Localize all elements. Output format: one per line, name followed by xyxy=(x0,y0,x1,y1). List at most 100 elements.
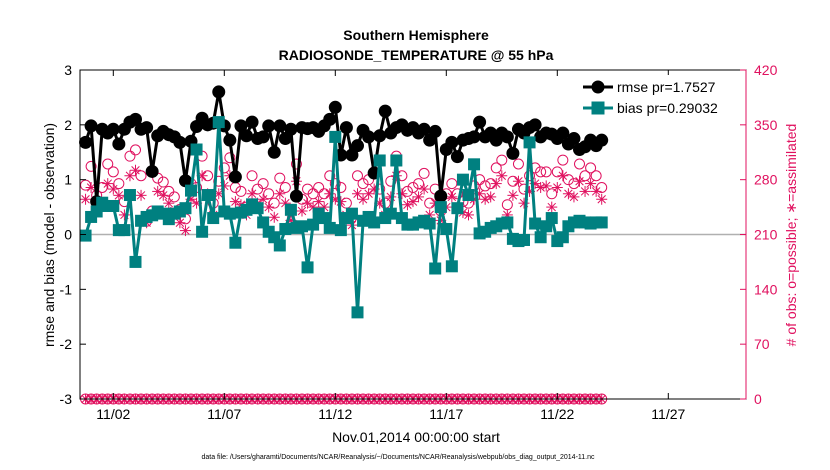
obs-possible-point xyxy=(546,188,558,200)
rmse-point xyxy=(328,100,342,114)
obs-assimilated-point xyxy=(407,196,419,208)
obs-possible-point xyxy=(263,188,275,200)
bias-point xyxy=(123,189,136,202)
rmse-point xyxy=(256,130,270,144)
obs-assimilated-point xyxy=(496,170,508,182)
y2-tick-label: 70 xyxy=(754,336,770,352)
asterisk-stroke xyxy=(419,184,429,194)
asterisk-stroke xyxy=(86,183,96,192)
rmse-point xyxy=(378,104,392,118)
bias-point xyxy=(229,236,242,249)
bias-point xyxy=(345,207,358,220)
rmse-point xyxy=(506,146,520,160)
y-axis-right: 0 70 140 210 280 350 420 xyxy=(740,62,778,407)
asterisk-stroke xyxy=(297,206,307,216)
obs-assimilated-point xyxy=(401,199,413,211)
obs-assimilated-point xyxy=(296,205,308,217)
asterisk-stroke xyxy=(591,187,601,196)
obs-assimilated-point xyxy=(418,183,430,195)
asterisk-stroke xyxy=(258,195,268,204)
obs-assimilated-point xyxy=(507,189,519,201)
asterisk-stroke xyxy=(547,202,556,212)
rmse-point xyxy=(212,85,226,99)
obs-assimilated-point xyxy=(363,188,375,200)
bias-point xyxy=(523,136,536,149)
rmse-point xyxy=(417,122,431,136)
bias-point xyxy=(434,201,447,214)
y-tick-label: 1 xyxy=(64,172,72,188)
obs-possible-point xyxy=(279,182,291,193)
obs-possible-point xyxy=(418,167,430,179)
rmse-point xyxy=(595,133,609,147)
bias-point xyxy=(390,154,403,167)
y-axis-left: -3 -2 -1 0 1 2 3 xyxy=(60,62,86,407)
y2-axis-label: # of obs: o=possible; ∗=assimilated xyxy=(783,124,799,347)
asterisk-stroke xyxy=(553,183,562,192)
obs-possible-point xyxy=(168,191,180,203)
bias-point xyxy=(129,255,142,268)
obs-assimilated-point xyxy=(596,193,608,205)
obs-possible-point xyxy=(107,166,119,178)
asterisk-stroke xyxy=(314,197,323,206)
rmse-point xyxy=(84,119,98,133)
y2-tick-label: 0 xyxy=(754,391,762,407)
obs-possible-point xyxy=(413,178,425,190)
obs-possible-point xyxy=(518,183,530,195)
rmse-point xyxy=(567,132,581,146)
obs-possible-point xyxy=(446,178,458,190)
bias-point xyxy=(440,223,453,236)
obs-assimilated-point xyxy=(179,225,191,237)
asterisk-stroke xyxy=(153,187,162,196)
obs-possible-point xyxy=(135,170,147,182)
obs-assimilated-point xyxy=(585,178,597,190)
obs-assimilated-point xyxy=(535,182,547,193)
obs-assimilated-point xyxy=(562,188,574,200)
rmse-point xyxy=(473,115,487,129)
obs-assimilated-point xyxy=(557,170,569,182)
bias-point xyxy=(185,184,197,197)
y-tick-label: -1 xyxy=(60,281,73,297)
obs-possible-point xyxy=(596,182,608,193)
bias-point xyxy=(445,260,458,273)
rmse-point xyxy=(450,150,464,164)
asterisk-stroke xyxy=(575,176,584,186)
bias-point xyxy=(468,158,481,171)
series-rmse xyxy=(79,85,609,209)
bias-point xyxy=(273,239,286,252)
asterisk-stroke xyxy=(270,213,279,222)
obs-possible-point xyxy=(252,183,264,195)
y2-tick-label: 140 xyxy=(754,281,778,297)
series-possible xyxy=(80,144,608,227)
asterisk-stroke xyxy=(353,189,362,199)
rmse-point xyxy=(267,145,281,159)
asterisk-stroke xyxy=(514,176,523,186)
bias-point xyxy=(595,216,608,229)
bias-point xyxy=(196,225,209,238)
obs-possible-point xyxy=(163,185,175,197)
obs-assimilated-point xyxy=(157,189,169,201)
obs-assimilated-point xyxy=(413,191,425,203)
rmse-point xyxy=(173,135,187,149)
rmse-point xyxy=(273,119,287,133)
asterisk-stroke xyxy=(159,191,168,200)
obs-assimilated-point xyxy=(268,211,280,223)
rmse-point xyxy=(129,112,142,126)
rmse-point xyxy=(140,121,154,135)
asterisk-stroke xyxy=(497,171,507,180)
asterisk-stroke xyxy=(536,183,545,192)
bias-point xyxy=(207,212,220,225)
rmse-point xyxy=(428,124,442,138)
rmse-point xyxy=(112,137,126,151)
obs-possible-point xyxy=(235,185,247,197)
x-tick-label: 11/17 xyxy=(429,406,463,422)
asterisk-stroke xyxy=(131,166,140,175)
obs-possible-point xyxy=(307,188,319,200)
asterisk-stroke xyxy=(175,218,185,227)
obs-assimilated-point xyxy=(246,188,258,200)
bias-point xyxy=(284,203,297,216)
obs-possible-point xyxy=(329,178,341,190)
asterisk-stroke xyxy=(275,189,285,199)
rmse-point xyxy=(500,130,514,144)
bias-point xyxy=(279,223,292,236)
obs-possible-point xyxy=(451,188,463,200)
